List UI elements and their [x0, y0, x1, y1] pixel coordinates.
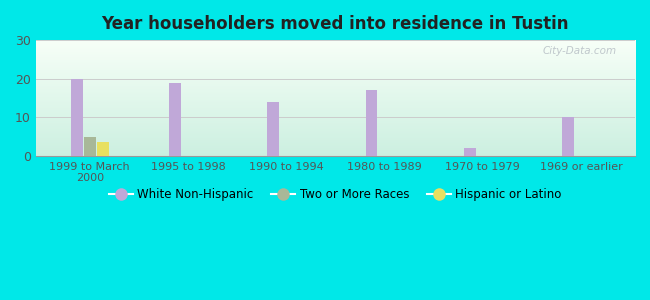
Bar	[84, 137, 96, 156]
Bar	[169, 82, 181, 156]
Text: City-Data.com: City-Data.com	[543, 46, 617, 56]
Bar	[562, 117, 574, 156]
Bar	[366, 90, 378, 156]
Bar	[464, 148, 476, 156]
Bar	[71, 79, 83, 156]
Bar	[267, 102, 279, 156]
Bar	[97, 142, 109, 156]
Legend: White Non-Hispanic, Two or More Races, Hispanic or Latino: White Non-Hispanic, Two or More Races, H…	[105, 183, 566, 206]
Title: Year householders moved into residence in Tustin: Year householders moved into residence i…	[101, 15, 569, 33]
